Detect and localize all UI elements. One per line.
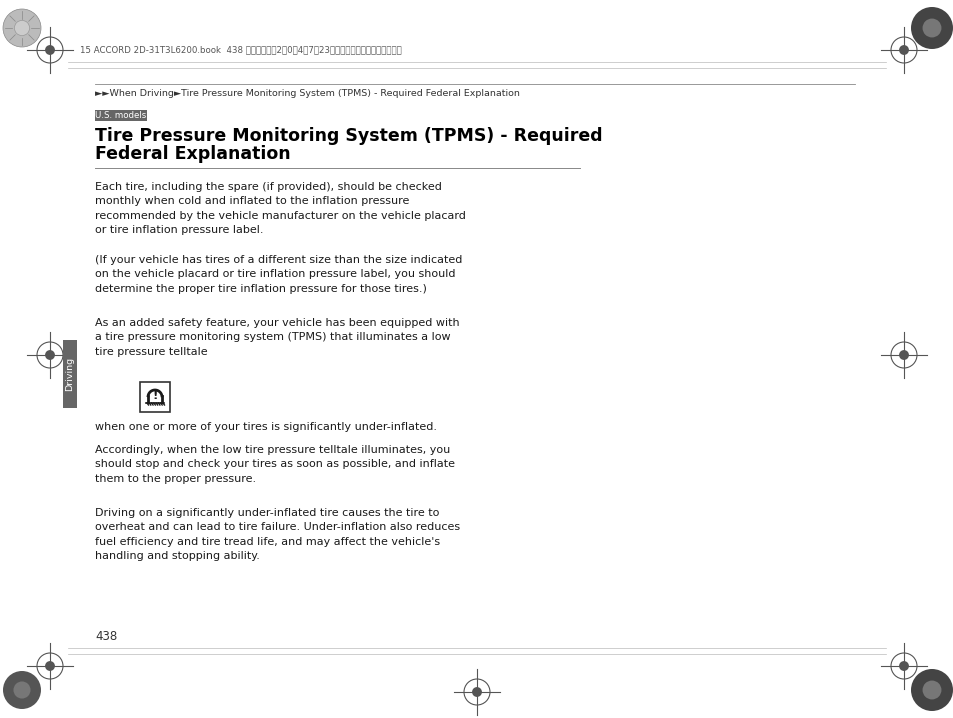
Text: 438: 438 — [95, 630, 117, 643]
Text: Federal Explanation: Federal Explanation — [95, 145, 291, 163]
Circle shape — [45, 350, 55, 360]
Text: Driving on a significantly under-inflated tire causes the tire to
overheat and c: Driving on a significantly under-inflate… — [95, 508, 459, 561]
Text: Tire Pressure Monitoring System (TPMS) - Required: Tire Pressure Monitoring System (TPMS) -… — [95, 127, 602, 145]
Circle shape — [14, 20, 30, 36]
Circle shape — [910, 669, 952, 711]
Circle shape — [45, 661, 55, 671]
Text: Driving: Driving — [66, 357, 74, 391]
FancyBboxPatch shape — [95, 110, 147, 121]
Circle shape — [910, 7, 952, 49]
Circle shape — [922, 681, 941, 699]
Circle shape — [898, 350, 908, 360]
Circle shape — [3, 671, 41, 709]
Circle shape — [13, 681, 30, 699]
Text: Accordingly, when the low tire pressure telltale illuminates, you
should stop an: Accordingly, when the low tire pressure … — [95, 445, 455, 484]
Circle shape — [472, 687, 481, 697]
Text: (If your vehicle has tires of a different size than the size indicated
on the ve: (If your vehicle has tires of a differen… — [95, 255, 462, 294]
Text: U.S. models: U.S. models — [95, 111, 147, 120]
Text: !: ! — [152, 389, 157, 402]
Text: when one or more of your tires is significantly under-inflated.: when one or more of your tires is signif… — [95, 422, 436, 432]
Circle shape — [898, 45, 908, 55]
Text: 15 ACCORD 2D-31T3L6200.book  438 ページ　イ、2、0、4年7月23日　水曜日　午後１２時２６分: 15 ACCORD 2D-31T3L6200.book 438 ページ イ、2、… — [80, 45, 401, 55]
Text: As an added safety feature, your vehicle has been equipped with
a tire pressure : As an added safety feature, your vehicle… — [95, 318, 459, 357]
FancyBboxPatch shape — [63, 340, 77, 408]
Circle shape — [922, 19, 941, 37]
Text: ►►When Driving►Tire Pressure Monitoring System (TPMS) - Required Federal Explana: ►►When Driving►Tire Pressure Monitoring … — [95, 88, 519, 98]
Circle shape — [3, 9, 41, 47]
Text: Each tire, including the spare (if provided), should be checked
monthly when col: Each tire, including the spare (if provi… — [95, 182, 465, 236]
FancyBboxPatch shape — [140, 382, 170, 412]
Circle shape — [898, 661, 908, 671]
Circle shape — [45, 45, 55, 55]
